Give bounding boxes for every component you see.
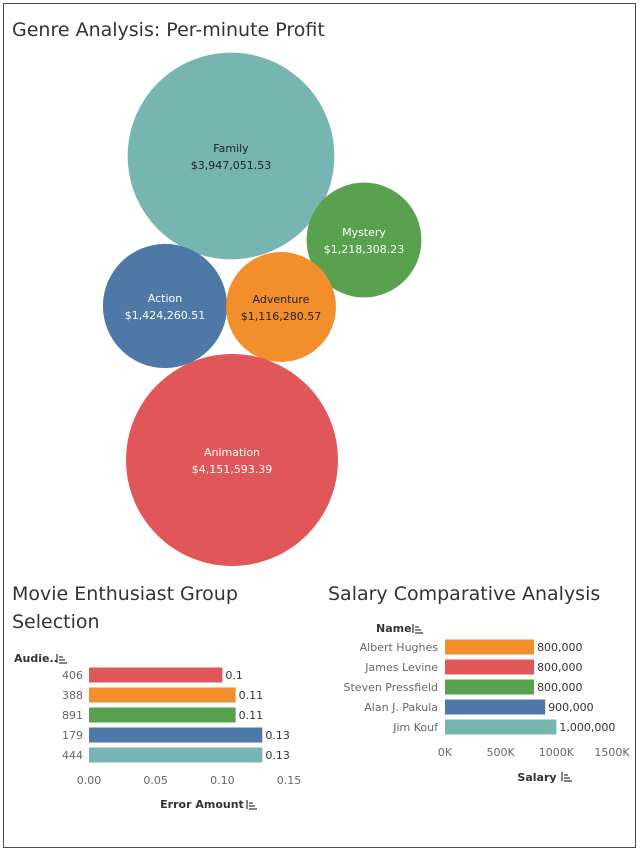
bubble-group: Family $3,947,051.53 Mystery $1,218,308.23 A… bbox=[102, 52, 422, 566]
enthusiast-x-axis-title[interactable]: Error Amount bbox=[160, 798, 244, 811]
bar[interactable] bbox=[445, 719, 557, 735]
bar-value-label: 1,000,000 bbox=[559, 721, 615, 734]
enthusiast-bars: 406 0.1 388 0.11 891 0.11 179 0.13 444 0.13 0.00 0.… bbox=[62, 667, 302, 787]
bar[interactable] bbox=[445, 679, 535, 695]
bar[interactable] bbox=[89, 667, 223, 683]
x-tick-label: 0K bbox=[438, 746, 453, 759]
enthusiast-row-header[interactable]: Audie.. bbox=[14, 652, 58, 665]
bar-value-label: 0.11 bbox=[239, 689, 264, 702]
bar-value-label: 0.1 bbox=[225, 669, 243, 682]
bar-value-label: 800,000 bbox=[537, 661, 583, 674]
row-label: 406 bbox=[62, 669, 83, 682]
bar[interactable] bbox=[445, 699, 546, 715]
genre-bubble-chart: Genre Analysis: Per-minute Profit Family… bbox=[12, 19, 422, 566]
salary-bar-chart: Salary Comparative Analysis Name Albert … bbox=[328, 583, 630, 784]
bubble-label-name: Mystery bbox=[342, 226, 386, 239]
bar[interactable] bbox=[89, 747, 263, 763]
bubble-action[interactable] bbox=[102, 243, 228, 369]
x-tick-label: 0.10 bbox=[210, 774, 235, 787]
sort-icon[interactable] bbox=[412, 624, 423, 634]
row-label: 388 bbox=[62, 689, 83, 702]
dashboard-frame bbox=[3, 3, 636, 848]
bubble-family[interactable] bbox=[127, 52, 335, 260]
bar-value-label: 900,000 bbox=[548, 701, 594, 714]
sort-icon[interactable] bbox=[56, 654, 67, 664]
row-label: James Levine bbox=[364, 661, 438, 674]
bubble-chart-title: Genre Analysis: Per-minute Profit bbox=[12, 19, 325, 41]
row-label: Steven Pressfield bbox=[344, 681, 439, 694]
bar[interactable] bbox=[89, 707, 236, 723]
bubble-label-value: $1,116,280.57 bbox=[241, 310, 321, 323]
bubble-label-value: $1,424,260.51 bbox=[125, 309, 205, 322]
bar[interactable] bbox=[445, 639, 535, 655]
row-label: 179 bbox=[62, 729, 83, 742]
bar-value-label: 0.11 bbox=[239, 709, 264, 722]
x-tick-label: 0.00 bbox=[77, 774, 102, 787]
bar[interactable] bbox=[89, 727, 263, 743]
salary-chart-title: Salary Comparative Analysis bbox=[328, 583, 600, 605]
x-tick-label: 1500K bbox=[594, 746, 630, 759]
bubble-animation[interactable] bbox=[126, 354, 338, 566]
bubble-label-value: $1,218,308.23 bbox=[324, 243, 404, 256]
x-tick-label: 0.15 bbox=[277, 774, 302, 787]
bar-value-label: 0.13 bbox=[265, 729, 290, 742]
bubble-mystery[interactable] bbox=[306, 182, 422, 298]
bar-value-label: 0.13 bbox=[265, 749, 290, 762]
bubble-adventure[interactable] bbox=[226, 252, 336, 362]
bar-value-label: 800,000 bbox=[537, 681, 583, 694]
bar[interactable] bbox=[89, 687, 236, 703]
row-label: 891 bbox=[62, 709, 83, 722]
x-tick-label: 1000K bbox=[539, 746, 575, 759]
salary-row-header[interactable]: Name bbox=[376, 622, 412, 635]
bubble-label-name: Adventure bbox=[253, 293, 310, 306]
enthusiast-chart-title-line2: Selection bbox=[12, 611, 100, 633]
row-label: Jim Kouf bbox=[392, 721, 439, 734]
bubble-label-value: $3,947,051.53 bbox=[191, 159, 271, 172]
sort-icon[interactable] bbox=[246, 800, 257, 810]
row-label: Alan J. Pakula bbox=[364, 701, 438, 714]
enthusiast-bar-chart: Movie Enthusiast Group Selection Audie..… bbox=[12, 583, 301, 811]
enthusiast-chart-title-line1: Movie Enthusiast Group bbox=[12, 583, 238, 605]
salary-bars: Albert Hughes 800,000 James Levine 800,000 S… bbox=[344, 639, 630, 759]
row-label: 444 bbox=[62, 749, 83, 762]
bubble-label-name: Family bbox=[213, 142, 249, 155]
bubble-label-name: Action bbox=[148, 292, 182, 305]
sort-icon[interactable] bbox=[561, 772, 572, 782]
row-label: Albert Hughes bbox=[360, 641, 439, 654]
bar[interactable] bbox=[445, 659, 535, 675]
bubble-label-value: $4,151,593.39 bbox=[192, 463, 272, 476]
bar-value-label: 800,000 bbox=[537, 641, 583, 654]
x-tick-label: 500K bbox=[487, 746, 516, 759]
bubble-label-name: Animation bbox=[204, 446, 260, 459]
salary-x-axis-title[interactable]: Salary bbox=[517, 771, 556, 784]
x-tick-label: 0.05 bbox=[143, 774, 168, 787]
